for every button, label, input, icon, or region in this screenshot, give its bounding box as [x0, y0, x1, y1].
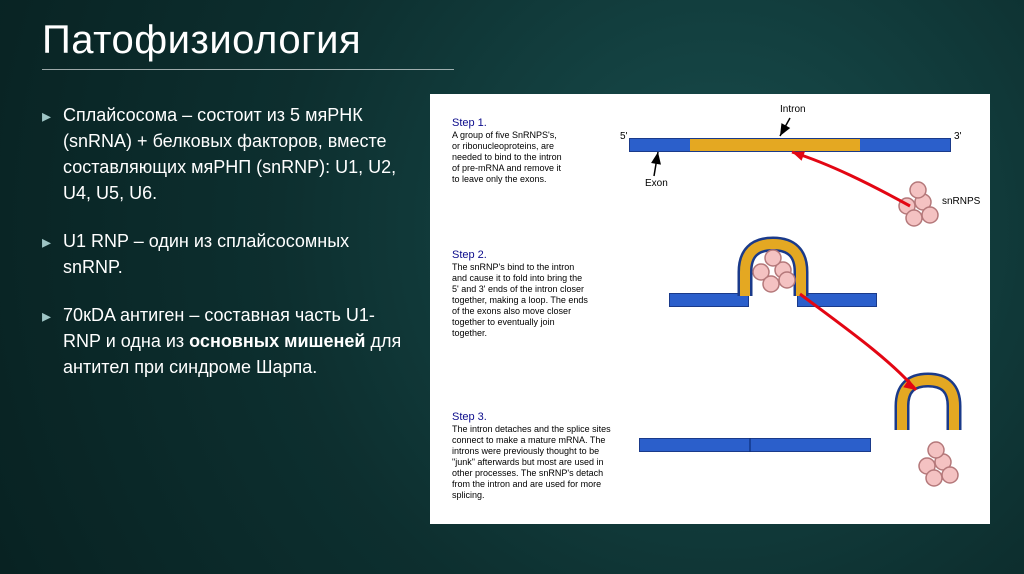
- svg-text:snRNPS: snRNPS: [942, 196, 981, 207]
- svg-text:A group of five SnRNPS's,: A group of five SnRNPS's,: [452, 130, 557, 140]
- svg-text:from the intron and are used f: from the intron and are used for more: [452, 479, 601, 489]
- svg-text:together to eventually join: together to eventually join: [452, 317, 555, 327]
- svg-text:introns were previously though: introns were previously thought to be: [452, 446, 599, 456]
- svg-text:Exon: Exon: [645, 178, 668, 189]
- svg-text:"junk" afterwards but most are: "junk" afterwards but most are used in: [452, 457, 603, 467]
- svg-text:5': 5': [620, 131, 628, 142]
- svg-text:or ribonucleoproteins, are: or ribonucleoproteins, are: [452, 141, 554, 151]
- svg-text:needed to bind to the intron: needed to bind to the intron: [452, 152, 562, 162]
- svg-text:Step 3.: Step 3.: [452, 411, 487, 423]
- svg-text:of the exons also move closer: of the exons also move closer: [452, 306, 571, 316]
- svg-text:The intron detaches and the sp: The intron detaches and the splice sites: [452, 424, 611, 434]
- bullet-text: 70кDA антиген – составная часть U1-RNP и…: [63, 302, 412, 380]
- diagram-svg: Intron 5' 3' Exon snRNPS Step 1.A group of fi…: [430, 94, 990, 524]
- svg-text:together.: together.: [452, 328, 487, 338]
- bullet-marker-icon: ▸: [42, 304, 51, 328]
- svg-text:of pre-mRNA and remove it: of pre-mRNA and remove it: [452, 163, 562, 173]
- svg-text:The snRNP's bind to the intron: The snRNP's bind to the intron: [452, 262, 574, 272]
- slide-title: Патофизиология: [42, 18, 994, 63]
- svg-text:Step 1.: Step 1.: [452, 117, 487, 129]
- bullet-item: ▸ Сплайсосома – состоит из 5 мяРНК (snRNA…: [42, 102, 412, 206]
- svg-text:together, making a loop. The e: together, making a loop. The ends: [452, 295, 588, 305]
- bullet-marker-icon: ▸: [42, 230, 51, 254]
- bullet-text: Сплайсосома – состоит из 5 мяРНК (snRNA)…: [63, 102, 412, 206]
- slide: Патофизиология ▸ Сплайсосома – состоит из…: [0, 0, 1024, 574]
- svg-text:3': 3': [954, 131, 962, 142]
- title-underline: [42, 69, 454, 70]
- svg-text:to leave only the exons.: to leave only the exons.: [452, 174, 547, 184]
- svg-text:splicing.: splicing.: [452, 490, 485, 500]
- bullet-text: U1 RNP – один из сплайсосомных snRNP.: [63, 228, 412, 280]
- svg-text:connect to make a mature mRNA.: connect to make a mature mRNA. The: [452, 435, 605, 445]
- svg-text:Step 2.: Step 2.: [452, 249, 487, 261]
- svg-text:5' and 3' ends of the intron c: 5' and 3' ends of the intron closer: [452, 284, 584, 294]
- bullet-item: ▸ 70кDA антиген – составная часть U1-RNP …: [42, 302, 412, 380]
- content-row: ▸ Сплайсосома – состоит из 5 мяРНК (snRNA…: [42, 94, 994, 524]
- svg-text:and cause it to fold into brin: and cause it to fold into bring the: [452, 273, 582, 283]
- bullet-marker-icon: ▸: [42, 104, 51, 128]
- svg-text:other processes. The snRNP's d: other processes. The snRNP's detach: [452, 468, 603, 478]
- svg-text:Intron: Intron: [780, 104, 806, 115]
- diagram-panel: Intron 5' 3' Exon snRNPS Step 1.A group of fi…: [430, 94, 990, 524]
- bullet-list: ▸ Сплайсосома – состоит из 5 мяРНК (snRNA…: [42, 94, 412, 524]
- bullet-item: ▸ U1 RNP – один из сплайсосомных snRNP.: [42, 228, 412, 280]
